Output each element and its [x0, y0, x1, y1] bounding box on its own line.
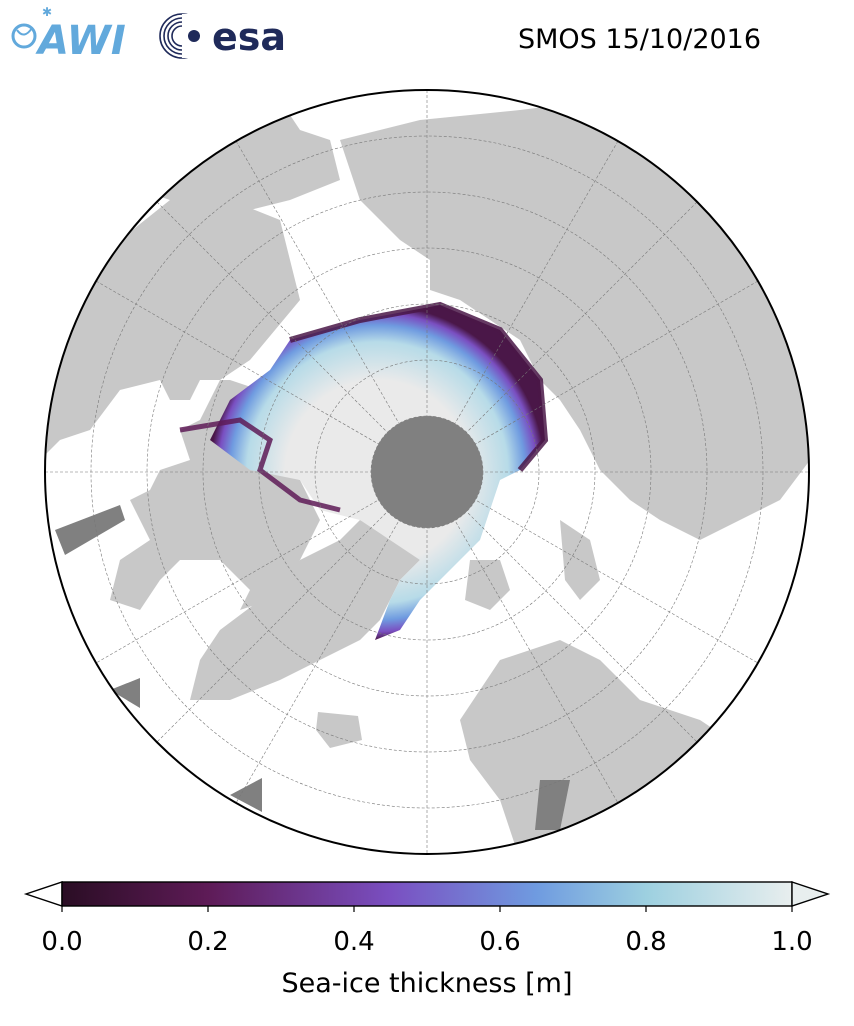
colorbar-ticks: [61, 906, 793, 912]
land-svalbard: [465, 560, 510, 610]
polar-map: [44, 89, 810, 855]
colorbar-tick-label: 0.6: [479, 927, 520, 957]
sea-ice-edge: [289, 301, 549, 472]
colorbar-extend-high: [791, 881, 831, 907]
colorbar-tick-label: 0.0: [41, 927, 82, 957]
header: ✱ AWI esa SMOS 15/10/2016: [0, 0, 854, 80]
land-edge-patch: [55, 505, 125, 555]
svg-text:AWI: AWI: [35, 18, 126, 62]
awi-logo: ✱ AWI: [11, 6, 126, 62]
colorbar-extend-low: [23, 881, 63, 907]
graticule: [45, 90, 809, 854]
colorbar-label: Sea-ice thickness [m]: [281, 968, 572, 999]
land-edge-patch: [535, 780, 570, 830]
svg-text:esa: esa: [212, 15, 286, 59]
land-edge-patch: [110, 678, 140, 708]
land-greenland: [190, 520, 420, 700]
land-north-america: [45, 200, 320, 610]
colorbar-tick-label: 0.2: [187, 927, 228, 957]
sea-ice-edge: [179, 417, 341, 513]
land-edge-patch: [230, 778, 262, 812]
colorbar-tick-label: 0.8: [625, 927, 666, 957]
map-title: SMOS 15/10/2016: [518, 24, 762, 55]
colorbar: 0.0 0.2 0.4 0.6 0.8 1.0 Sea-ice thicknes…: [23, 881, 831, 999]
esa-logo: esa: [159, 13, 286, 59]
map-boundary: [44, 89, 810, 855]
colorbar-tick-label: 0.4: [333, 927, 374, 957]
colorbar-tick-label: 1.0: [771, 927, 812, 957]
land-iceland: [316, 712, 362, 748]
land-franz-josef: [560, 520, 600, 600]
svg-text:✱: ✱: [42, 6, 52, 19]
colorbar-gradient: [61, 881, 793, 907]
pole-hole: [371, 416, 483, 528]
land-siberia: [340, 100, 809, 540]
